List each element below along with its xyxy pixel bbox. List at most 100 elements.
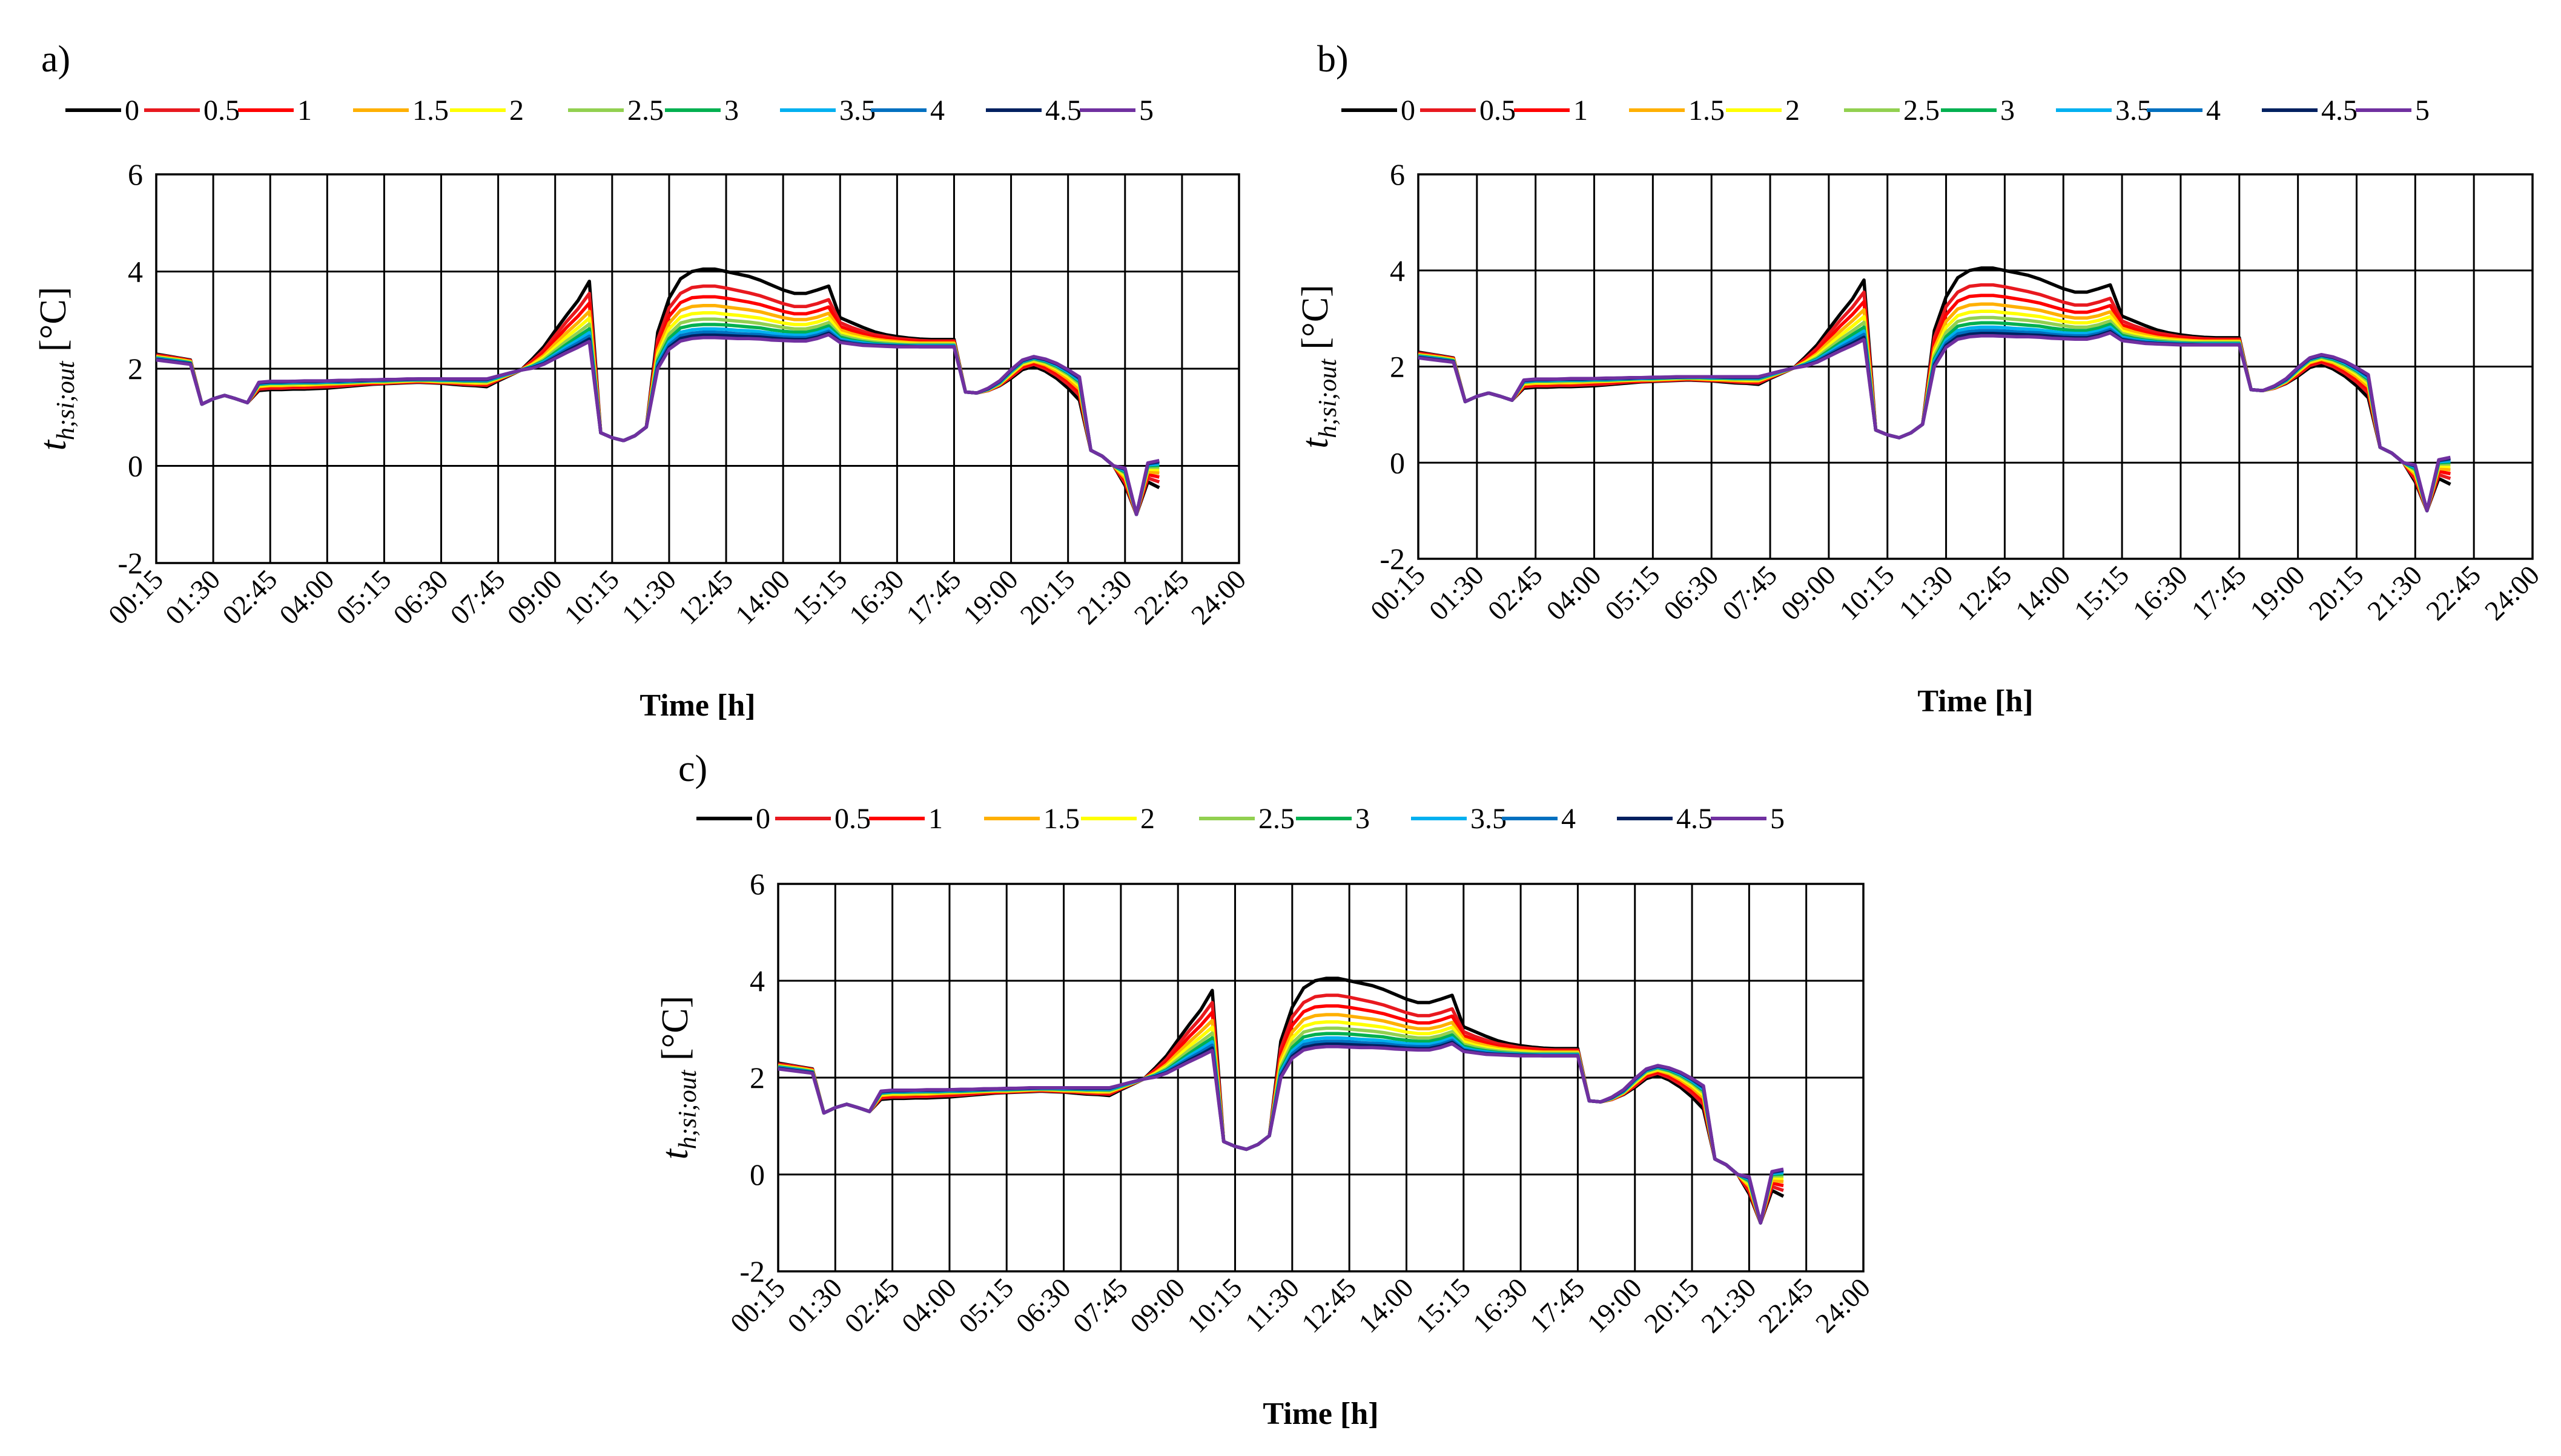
legend-item: 3.5 [780, 94, 876, 127]
x-tick-label: 16:30 [1467, 1272, 1533, 1339]
x-tick-label: 24:00 [1185, 564, 1252, 630]
series-line-0 [778, 977, 1785, 1225]
legend-item: 0 [1341, 94, 1415, 127]
legend-item: 1.5 [353, 94, 449, 127]
y-tick-label: 2 [1390, 350, 1405, 384]
legend-label: 0 [1401, 94, 1415, 127]
legend-item: 5 [2356, 94, 2430, 127]
y-axis-label: th;si;out [°C] [1295, 285, 1342, 449]
x-tick-label: 01:30 [781, 1272, 848, 1339]
legend-label: 4.5 [2321, 94, 2358, 127]
legend-label: 0.5 [834, 803, 871, 835]
series-line-0_5 [778, 993, 1784, 1225]
y-tick-label: 0 [1390, 446, 1405, 479]
legend-label: 2 [1140, 803, 1155, 835]
x-tick-label: 22:45 [1753, 1272, 1819, 1339]
legend-item: 3.5 [2056, 94, 2152, 127]
legend-item: 0.5 [1420, 94, 1516, 127]
legend-label: 5 [1770, 803, 1785, 835]
x-tick-label: 21:30 [1071, 564, 1138, 630]
legend-item: 4.5 [2262, 94, 2358, 127]
x-tick-label: 21:30 [2361, 559, 2428, 626]
x-tick-label: 04:00 [1540, 559, 1607, 626]
y-tick-label: 0 [128, 449, 143, 483]
x-tick-label: 02:45 [1482, 559, 1548, 626]
series-line-0 [1418, 266, 2451, 513]
legend-item: 1.5 [984, 803, 1080, 835]
y-tick-label: 4 [750, 964, 765, 998]
plot-frame [777, 883, 1865, 1273]
x-tick-label: 15:15 [786, 564, 853, 630]
x-tick-label: 24:00 [2479, 559, 2545, 626]
legend-item: 2 [1081, 803, 1155, 835]
x-tick-label: 10:15 [558, 564, 625, 630]
x-tick-label: 20:15 [1014, 564, 1081, 630]
x-tick-label: 11:30 [1893, 559, 1959, 625]
legend-item: 0.5 [775, 803, 871, 835]
y-tick-label: 4 [128, 255, 143, 289]
x-axis-label: Time [h] [1263, 1397, 1378, 1431]
x-tick-label: 02:45 [839, 1272, 905, 1339]
legend-item: 2 [450, 94, 524, 127]
legend-item: 2 [1726, 94, 1800, 127]
legend-item: 0 [65, 94, 139, 127]
panel-label: c) [678, 748, 707, 789]
x-tick-label: 19:00 [1581, 1272, 1648, 1339]
series-line-0 [156, 267, 1160, 516]
x-tick-label: 05:15 [1599, 559, 1665, 626]
series-line-5 [1418, 331, 2451, 513]
legend-label: 0 [125, 94, 139, 127]
legend-label: 4 [2206, 94, 2221, 127]
legend-label: 3 [2000, 94, 2015, 127]
y-tick-label: -2 [739, 1254, 765, 1288]
legend-label: 1 [928, 803, 943, 835]
x-tick-label: 19:00 [957, 564, 1023, 630]
legend-label: 3.5 [839, 94, 876, 127]
x-tick-label: 04:00 [896, 1272, 962, 1339]
legend-item: 0 [696, 803, 770, 835]
x-tick-label: 12:45 [1295, 1272, 1362, 1339]
legend-label: 4 [1561, 803, 1576, 835]
legend-label: 3 [1355, 803, 1370, 835]
legend-item: 4.5 [1617, 803, 1713, 835]
x-tick-label: 04:00 [273, 564, 340, 630]
x-tick-label: 21:30 [1695, 1272, 1762, 1339]
legend-label: 1.5 [412, 94, 449, 127]
legend-item: 4.5 [986, 94, 1082, 127]
x-tick-label: 16:30 [843, 564, 910, 630]
y-tick-label: 4 [1390, 254, 1405, 288]
chart-panel-3: c)0 0.5 1 1.5 2 2.5 3 3.5 4 4.5 5-2024600:1501:300… [655, 748, 1876, 1431]
y-tick-label: 6 [1390, 157, 1405, 191]
x-tick-label: 01:30 [1423, 559, 1490, 626]
x-tick-label: 09:00 [501, 564, 568, 630]
x-tick-label: 05:15 [330, 564, 397, 630]
legend-label: 3.5 [2115, 94, 2152, 127]
x-tick-label: 24:00 [1809, 1272, 1876, 1339]
legend-item: 3.5 [1411, 803, 1507, 835]
legend-label: 2.5 [1903, 94, 1940, 127]
legend-item: 4 [2147, 94, 2221, 127]
y-tick-label: -2 [1380, 542, 1405, 576]
legend-item: 4 [1502, 803, 1576, 835]
x-tick-label: 22:45 [2420, 559, 2487, 626]
legend-item: 1 [238, 94, 312, 127]
legend-item: 0.5 [144, 94, 240, 127]
legend-label: 3.5 [1470, 803, 1507, 835]
series-line-0_5 [1418, 283, 2451, 513]
x-tick-label: 15:15 [2068, 559, 2135, 626]
legend-label: 4 [930, 94, 945, 127]
legend-item: 4 [871, 94, 945, 127]
legend-item: 2.5 [1844, 94, 1940, 127]
panel-label: a) [41, 39, 70, 80]
legend-label: 1.5 [1043, 803, 1080, 835]
legend-label: 2 [1785, 94, 1800, 127]
legend-item: 2.5 [1199, 803, 1295, 835]
legend-item: 1 [1514, 94, 1588, 127]
panel-label: b) [1317, 39, 1349, 80]
legend-label: 5 [2415, 94, 2430, 127]
x-tick-label: 14:00 [1352, 1272, 1419, 1339]
legend-label: 3 [724, 94, 739, 127]
y-axis-label: th;si;out [°C] [33, 287, 80, 451]
x-tick-label: 14:00 [2009, 559, 2076, 626]
